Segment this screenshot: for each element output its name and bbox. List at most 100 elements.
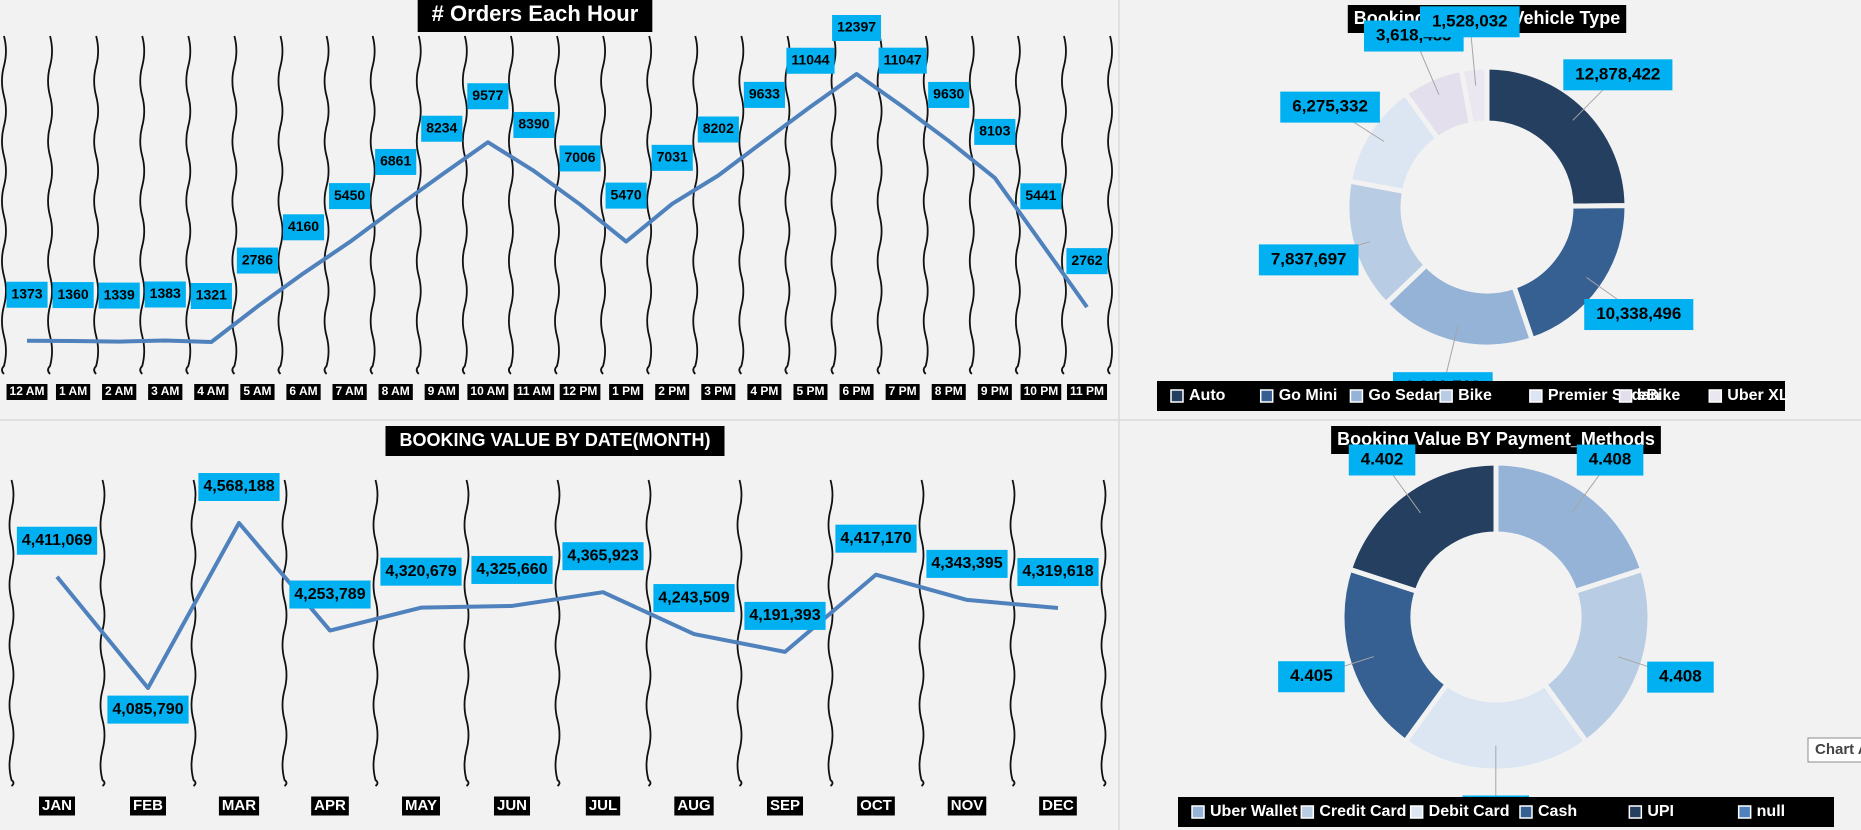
data-label-box [329, 183, 371, 210]
x-tick-label-box [6, 384, 48, 400]
data-label: 11044 [791, 51, 829, 67]
donut-slice [1401, 680, 1590, 774]
data-label-box [1278, 661, 1345, 693]
data-label-box [562, 542, 644, 571]
data-label-box [1348, 444, 1416, 476]
legend-label: Auto [1189, 387, 1226, 404]
data-label: 8234 [426, 119, 457, 135]
donut-slice [1458, 64, 1490, 128]
tooltip: Chart A [1815, 741, 1861, 758]
category-divider [323, 35, 330, 375]
data-label-box [190, 283, 232, 309]
data-label: 2762 [1071, 252, 1102, 268]
donut-slice [1484, 64, 1630, 209]
data-label: 9630 [933, 86, 964, 102]
x-tick-label-box [513, 384, 555, 400]
data-label: 4,325,660 [476, 561, 547, 578]
x-tick-label-box [102, 384, 137, 400]
x-tick-label: MAY [405, 797, 437, 814]
x-tick-label-box [1039, 796, 1077, 816]
x-tick-label: 8 AM [382, 384, 410, 398]
data-label-box [926, 549, 1008, 578]
data-label-box [835, 524, 917, 553]
x-tick-label: 1 AM [59, 384, 87, 398]
x-tick-label: NOV [951, 797, 984, 814]
data-label: 8390 [518, 116, 549, 132]
category-divider [784, 35, 791, 375]
x-tick-label-box [311, 796, 349, 816]
x-tick-label-box [609, 384, 644, 400]
data-label-box [878, 47, 927, 74]
data-label-box [786, 47, 835, 74]
chart-title-box [385, 426, 725, 456]
donut-slice [1346, 460, 1499, 595]
x-tick-label: 7 AM [335, 384, 363, 398]
legend-swatch [1409, 805, 1424, 819]
data-label: 4.402 [1361, 449, 1404, 468]
x-tick-label-box [286, 384, 321, 400]
x-tick-label: 3 AM [151, 384, 179, 398]
x-tick-label: 9 AM [428, 384, 456, 398]
x-tick-label-box [240, 384, 275, 400]
data-label-box [380, 557, 462, 586]
data-label-box [559, 145, 601, 172]
x-tick-label-box [130, 796, 166, 816]
data-label-box [653, 584, 735, 613]
legend-swatch [1519, 805, 1533, 819]
category-divider [231, 35, 238, 375]
category-divider [47, 35, 53, 375]
legend-label: Bike [1458, 387, 1492, 404]
x-tick-label-box [766, 796, 804, 816]
category-divider [600, 35, 606, 375]
data-label: 1383 [150, 285, 181, 301]
x-tick-label: 10 AM [470, 384, 505, 398]
data-label-box [1563, 59, 1673, 91]
legend-swatch [1439, 389, 1453, 403]
x-tick-label-box [701, 384, 736, 400]
data-label: 4,343,395 [931, 555, 1002, 572]
data-label: 4,365,923 [567, 547, 638, 564]
data-label: 4,253,789 [294, 586, 365, 603]
data-label-box [832, 15, 882, 41]
data-label: 11047 [884, 51, 922, 67]
data-label-box [744, 601, 826, 630]
x-tick-label-box [38, 796, 76, 816]
data-label: 8103 [979, 123, 1010, 139]
data-label: 6861 [380, 153, 411, 169]
data-label: 4,320,679 [385, 563, 456, 580]
x-tick-label-box [55, 384, 91, 400]
data-label: 4,417,170 [840, 530, 911, 547]
x-tick-label: 5 AM [243, 384, 271, 398]
category-divider [99, 479, 106, 787]
data-label-box [743, 81, 785, 108]
data-label: 4.408 [1659, 667, 1702, 686]
x-tick-label-box [839, 384, 874, 400]
data-label: 12,878,422 [1575, 64, 1660, 83]
category-divider [554, 35, 560, 375]
legend-swatch [1737, 805, 1752, 819]
x-tick-label: 4 PM [750, 384, 778, 398]
legend-swatch [1628, 805, 1643, 819]
chart-title-box [417, 0, 653, 32]
data-label: 6,275,332 [1292, 97, 1368, 116]
legend-label: Cash [1538, 803, 1577, 820]
x-tick-label: 2 AM [105, 384, 133, 398]
data-label: 4,243,509 [658, 589, 729, 606]
x-tick-label-box [931, 384, 966, 400]
x-tick-label-box [148, 384, 183, 400]
x-tick-label: JAN [42, 797, 72, 814]
x-tick-label: 3 PM [704, 384, 732, 398]
data-label: 4.405 [1290, 666, 1333, 685]
legend-swatch [1191, 805, 1205, 819]
data-label-box [421, 115, 463, 142]
data-label-box [651, 144, 693, 171]
category-divider [8, 479, 15, 787]
data-label-box [1647, 661, 1714, 693]
category-divider [1061, 35, 1067, 375]
data-label: 12397 [837, 19, 876, 35]
x-tick-label: 2 PM [658, 384, 686, 398]
x-tick-label-box [1066, 384, 1108, 400]
data-label-box [1258, 244, 1359, 276]
category-divider [830, 35, 837, 375]
